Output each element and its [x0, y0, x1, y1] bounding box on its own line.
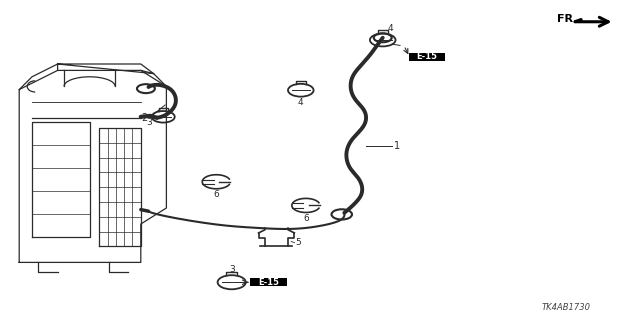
Text: E-15: E-15	[417, 52, 438, 61]
Text: 6: 6	[303, 214, 308, 223]
Text: 2: 2	[141, 113, 147, 123]
Text: 3: 3	[229, 265, 234, 274]
Text: 4: 4	[388, 24, 394, 33]
Text: 4: 4	[298, 98, 303, 107]
Text: 1: 1	[394, 140, 400, 151]
Text: TK4AB1730: TK4AB1730	[542, 303, 591, 312]
Text: E-15: E-15	[258, 278, 279, 287]
Text: 5: 5	[296, 238, 301, 247]
Text: 3: 3	[147, 118, 152, 127]
FancyBboxPatch shape	[409, 53, 445, 61]
Text: 6: 6	[214, 190, 219, 199]
FancyBboxPatch shape	[250, 278, 287, 286]
Text: FR.: FR.	[557, 13, 577, 24]
